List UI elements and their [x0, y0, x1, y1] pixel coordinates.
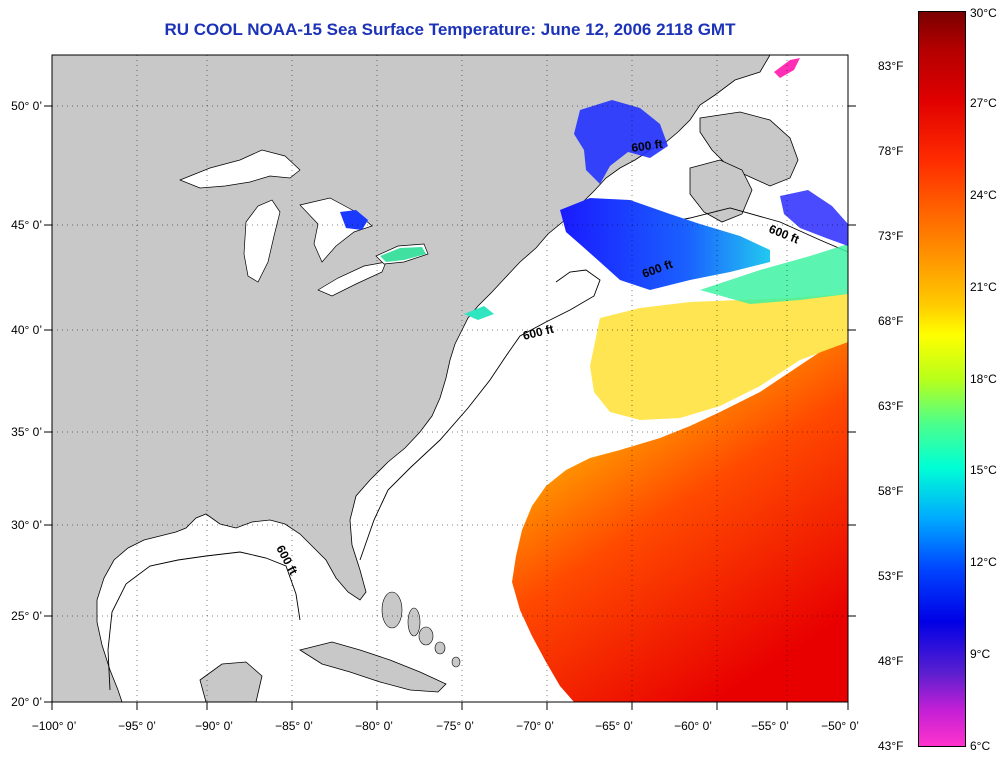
lake-superior — [179, 149, 301, 189]
colorbar-fahrenheit-label: 53°F — [878, 569, 904, 583]
land-yucatan — [199, 661, 263, 702]
land-newfoundland — [689, 159, 753, 223]
sst-lake-ontario — [380, 247, 426, 262]
sst-mid-region — [590, 294, 848, 420]
isobath-label: 600 ft — [630, 137, 663, 155]
colorbar-fahrenheit-label: 78°F — [878, 144, 904, 158]
y-tick-label: 40° 0’ — [11, 323, 42, 337]
x-tick-label: −50° 0’ — [821, 719, 859, 733]
sst-green-region — [700, 244, 848, 304]
sst-north-pink — [774, 58, 800, 78]
land-labrador — [699, 111, 799, 187]
x-tick-label: −65° 0’ — [595, 719, 633, 733]
sst-cape-cod — [464, 306, 494, 320]
y-tick-label: 50° 0’ — [11, 99, 42, 113]
y-tick-label: 25° 0’ — [11, 609, 42, 623]
x-tick-label: −75° 0’ — [436, 719, 474, 733]
land-north-america — [52, 55, 771, 702]
colorbar-fahrenheit-label: 73°F — [878, 229, 904, 243]
x-tick-label: −80° 0’ — [355, 719, 393, 733]
x-tick-label: −95° 0’ — [118, 719, 156, 733]
tick-marks — [44, 105, 856, 710]
x-tick-label: −90° 0’ — [195, 719, 233, 733]
x-tick-label: −100° 0’ — [32, 719, 77, 733]
map-title: RU COOL NOAA-15 Sea Surface Temperature:… — [164, 20, 736, 39]
colorbar-celsius-label: 15°C — [970, 463, 997, 477]
colorbar-celsius-label: 6°C — [970, 739, 991, 753]
sst-warm-region — [512, 342, 848, 702]
colorbar-celsius-label: 24°C — [970, 188, 997, 202]
x-tick-label: −70° 0’ — [516, 719, 554, 733]
colorbar-fahrenheit-label: 48°F — [878, 654, 904, 668]
colorbar-fahrenheit-label: 43°F — [878, 739, 904, 753]
y-tick-label: 30° 0’ — [11, 518, 42, 532]
x-tick-label: −60° 0’ — [674, 719, 712, 733]
colorbar-fahrenheit-label: 68°F — [878, 314, 904, 328]
colorbar-celsius-label: 12°C — [970, 555, 997, 569]
lake-erie — [317, 261, 387, 297]
x-tick-label: −55° 0’ — [751, 719, 789, 733]
colorbar-fahrenheit-label: 63°F — [878, 399, 904, 413]
colorbar-celsius-label: 21°C — [970, 280, 997, 294]
lake-michigan — [243, 199, 281, 283]
colorbar-fahrenheit-label: 58°F — [878, 484, 904, 498]
land-cuba — [298, 641, 447, 693]
colorbar-celsius-label: 27°C — [970, 96, 997, 110]
x-tick-labels: −100° 0’ −95° 0’ −90° 0’ −85° 0’ −80° 0’… — [32, 719, 859, 733]
temperature-colorbar — [918, 11, 966, 747]
y-tick-label: 20° 0’ — [11, 695, 42, 709]
colorbar-celsius-label: 18°C — [970, 372, 997, 386]
map-frame — [51, 54, 849, 703]
y-tick-labels: 50° 0’ 45° 0’ 40° 0’ 35° 0’ 30° 0’ 25° 0… — [11, 99, 42, 709]
sst-cool-region — [560, 198, 770, 290]
colorbar-fahrenheit-label: 83°F — [878, 59, 904, 73]
y-tick-label: 35° 0’ — [11, 425, 42, 439]
sst-gulf-stlawrence — [574, 100, 668, 184]
y-tick-label: 45° 0’ — [11, 218, 42, 232]
bahamas-islands — [381, 591, 461, 668]
x-tick-label: −85° 0’ — [275, 719, 313, 733]
sst-labrador — [780, 190, 848, 246]
colorbar-celsius-label: 9°C — [970, 647, 991, 661]
colorbar-celsius-label: 30°C — [970, 6, 997, 20]
